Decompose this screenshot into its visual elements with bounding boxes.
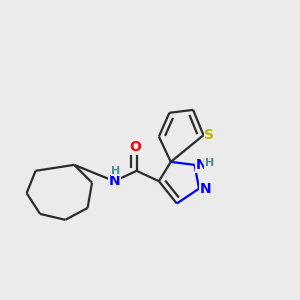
Text: H: H: [205, 158, 214, 168]
Text: S: S: [204, 128, 214, 142]
Text: N: N: [195, 158, 207, 172]
Text: O: O: [129, 140, 141, 154]
Text: H: H: [111, 166, 120, 176]
Text: N: N: [109, 174, 120, 188]
Text: N: N: [200, 182, 212, 196]
